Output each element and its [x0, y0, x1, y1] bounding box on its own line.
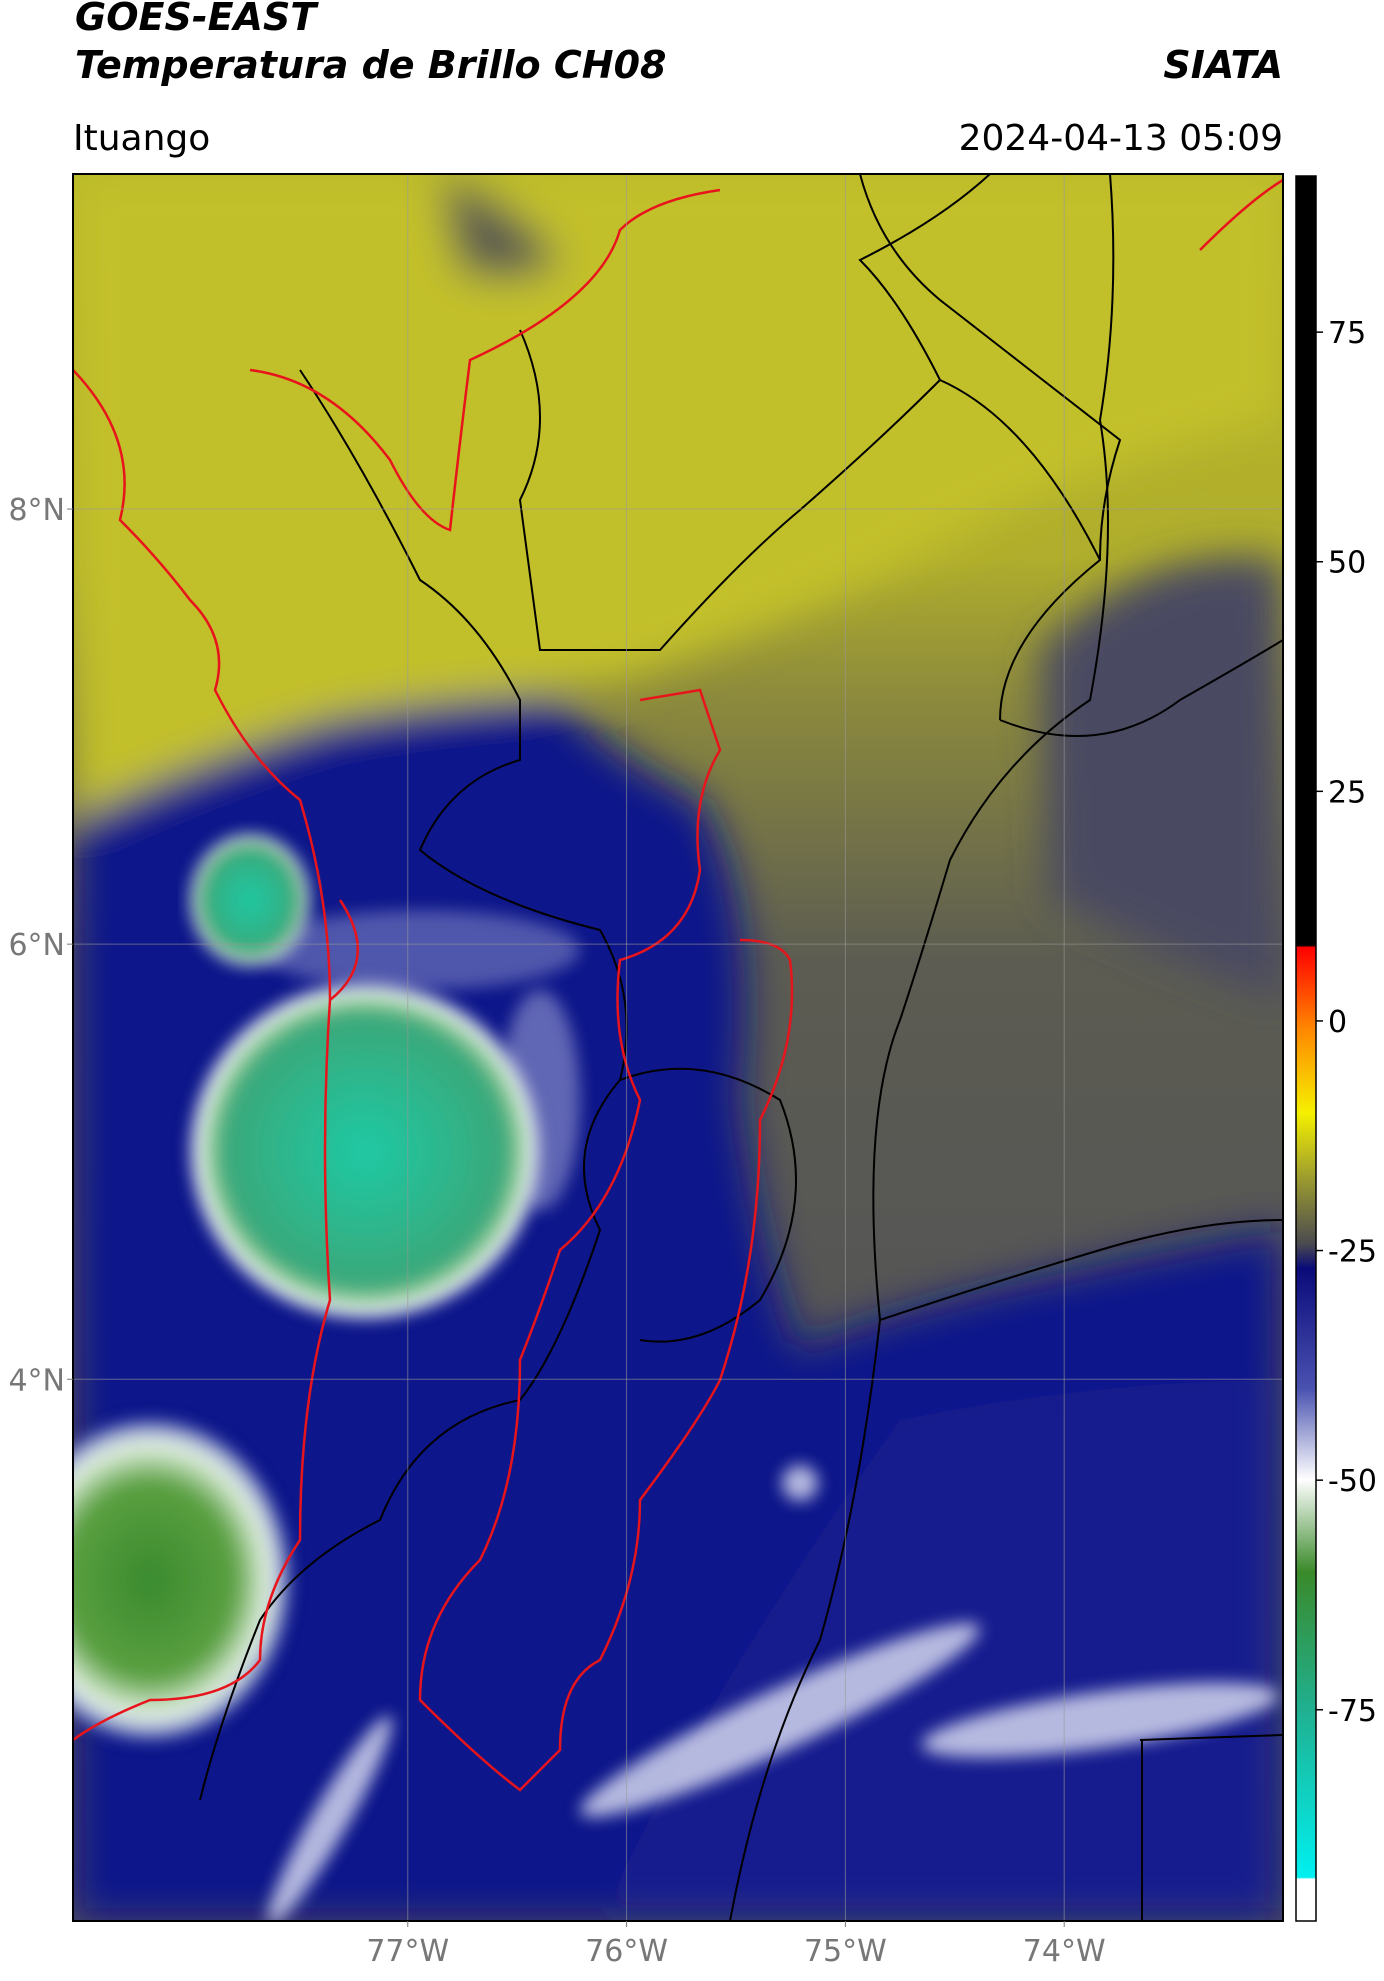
colorbar-tick-label: -50 — [1328, 1464, 1377, 1499]
colorbar-tick-label: 50 — [1328, 546, 1366, 581]
x-tick-label: 74°W — [1023, 1934, 1106, 1969]
y-tick-label: 6°N — [8, 928, 65, 963]
y-tick-label: 4°N — [8, 1363, 65, 1398]
x-tick-label: 77°W — [366, 1934, 449, 1969]
title-line2: Temperatura de Brillo CH08 — [75, 43, 666, 87]
colorbar-tick-label: 75 — [1328, 316, 1366, 351]
colorbar-tick-label: -75 — [1328, 1694, 1377, 1729]
datetime: 2024-04-13 05:09 — [959, 118, 1283, 159]
brand: SIATA — [1163, 43, 1283, 87]
location: Ituango — [73, 118, 210, 159]
colorbar — [1295, 175, 1317, 1922]
colorbar-tick-label: 0 — [1328, 1005, 1347, 1040]
x-tick-label: 75°W — [804, 1934, 887, 1969]
x-tick-label: 76°W — [585, 1934, 668, 1969]
colorbar-tick-label: -25 — [1328, 1235, 1377, 1270]
title-line1: GOES-EAST — [75, 0, 319, 39]
colorbar-tick-label: 25 — [1328, 775, 1366, 810]
y-tick-label: 8°N — [8, 493, 65, 528]
graticule — [73, 174, 1283, 1921]
map-frame — [72, 173, 1284, 1922]
satellite-image — [73, 174, 1283, 1921]
